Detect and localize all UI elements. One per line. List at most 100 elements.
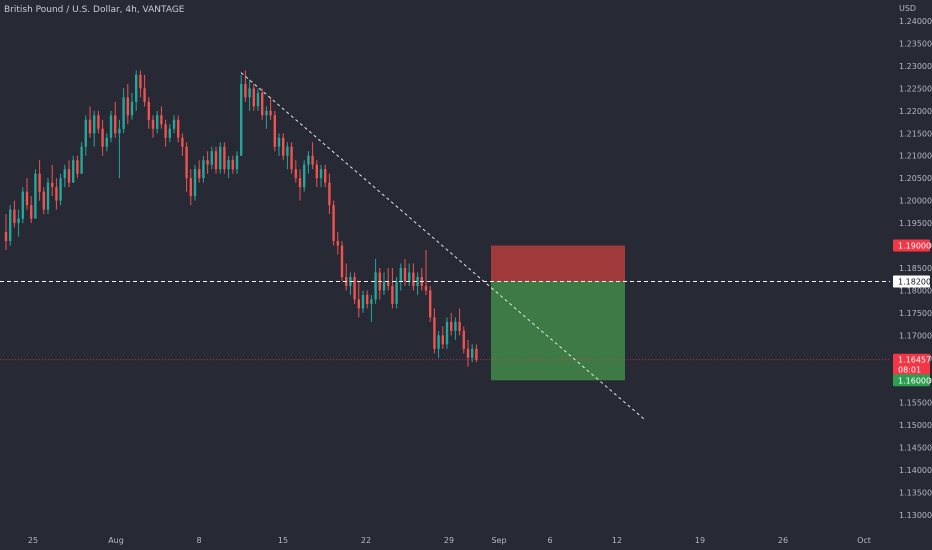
candle-body — [135, 74, 138, 102]
price-tick-label: 1.15000 — [899, 421, 932, 430]
candle-body — [118, 128, 121, 134]
candle-body — [311, 155, 314, 165]
candle-body — [13, 209, 16, 224]
candle-body — [21, 191, 24, 219]
candle-body — [109, 115, 113, 138]
entry-price-tag: 1.18200 — [898, 277, 931, 286]
candle-body — [139, 74, 142, 89]
price-tick-label: 1.21500 — [899, 129, 932, 138]
time-tick-label: 26 — [778, 536, 788, 545]
candle-body — [282, 137, 285, 156]
time-tick-label: 15 — [278, 536, 288, 545]
candle-body — [240, 83, 243, 156]
candle-body — [46, 182, 50, 210]
price-tick-label: 1.13500 — [899, 489, 932, 498]
candle-body — [370, 299, 373, 304]
candle-body — [30, 205, 33, 219]
candle-body — [210, 151, 213, 165]
price-tick-label: 1.20000 — [899, 197, 932, 206]
time-axis[interactable]: 25 Aug 8 15 22 29 Sep 6 12 19 26 Oct — [28, 536, 871, 545]
price-tick-label: 1.20500 — [899, 174, 932, 183]
target-price-tag: 1.16000 — [898, 376, 931, 385]
candle-body — [252, 88, 255, 107]
candle-body — [294, 169, 297, 179]
candle-body — [4, 232, 8, 242]
candle-body — [202, 160, 205, 179]
price-tick-label: 1.22000 — [899, 107, 932, 116]
price-tick-label: 1.17000 — [899, 331, 932, 340]
candle-body — [185, 146, 188, 179]
candle-body — [475, 348, 478, 360]
candle-body — [67, 169, 71, 183]
candle-body — [403, 268, 407, 282]
candle-body — [416, 276, 419, 286]
candle-body — [193, 169, 197, 197]
price-axis[interactable]: USD 1.13000 1.13500 1.14000 1.14500 1.15000 1… — [899, 4, 932, 520]
candle-body — [244, 83, 247, 98]
candle-body — [462, 330, 465, 349]
candle-body — [424, 285, 428, 291]
candle-body — [408, 272, 411, 282]
candle-body — [143, 88, 146, 102]
candle-body — [319, 169, 323, 179]
candle-body — [42, 191, 45, 210]
candle-body — [177, 119, 180, 138]
candle-body — [399, 268, 402, 282]
candle-body — [277, 137, 281, 147]
candle-body — [97, 115, 100, 129]
candle-body — [433, 317, 436, 349]
candle-body — [76, 160, 79, 174]
entry-price-tag-bg — [893, 275, 930, 288]
candle-body — [9, 209, 12, 242]
price-tick-label: 1.24000 — [899, 17, 932, 26]
candle-body — [223, 146, 226, 170]
stop-price-tag-bg — [893, 239, 930, 252]
candle-body — [198, 169, 201, 179]
candle-body — [324, 169, 327, 183]
candle-body — [164, 124, 167, 138]
candle-body — [332, 205, 335, 242]
candle-body — [450, 321, 453, 331]
candle-body — [38, 173, 41, 192]
candle-body — [206, 160, 209, 165]
candle-body — [471, 348, 474, 358]
candles-layer — [4, 70, 478, 367]
candle-body — [160, 115, 163, 125]
price-tick-label: 1.15500 — [899, 399, 932, 408]
lines-layer — [0, 72, 890, 422]
candle-body — [454, 321, 457, 331]
candle-body — [382, 281, 386, 291]
time-tick-label: 19 — [695, 536, 705, 545]
candle-body — [298, 178, 302, 188]
candle-body — [151, 119, 155, 129]
candle-body — [55, 187, 58, 201]
candle-body — [93, 115, 96, 134]
candle-body — [315, 164, 318, 179]
candle-body — [84, 119, 87, 147]
candle-body — [445, 321, 449, 345]
price-tick-label: 1.17500 — [899, 309, 932, 318]
candle-body — [307, 155, 310, 165]
candle-body — [130, 101, 134, 116]
position-tool[interactable] — [491, 245, 625, 381]
candle-body — [340, 245, 344, 277]
candle-body — [114, 115, 117, 134]
current-price-tag-bg — [893, 353, 930, 376]
price-tick-label: 1.18000 — [899, 286, 932, 295]
candle-body — [147, 101, 150, 120]
candle-body — [80, 146, 83, 174]
price-tick-label: 1.14000 — [899, 466, 932, 475]
price-tick-label: 1.22500 — [899, 84, 932, 93]
candle-body — [387, 281, 390, 286]
candle-body — [336, 241, 339, 246]
candle-body — [101, 128, 104, 147]
time-tick-label: 22 — [361, 536, 371, 545]
risk-zone — [491, 245, 625, 282]
time-tick-label: Aug — [108, 536, 124, 545]
candle-body — [391, 285, 394, 304]
time-tick-label: 8 — [196, 536, 201, 545]
price-tick-label: 1.23000 — [899, 62, 932, 71]
candle-body — [361, 294, 365, 309]
